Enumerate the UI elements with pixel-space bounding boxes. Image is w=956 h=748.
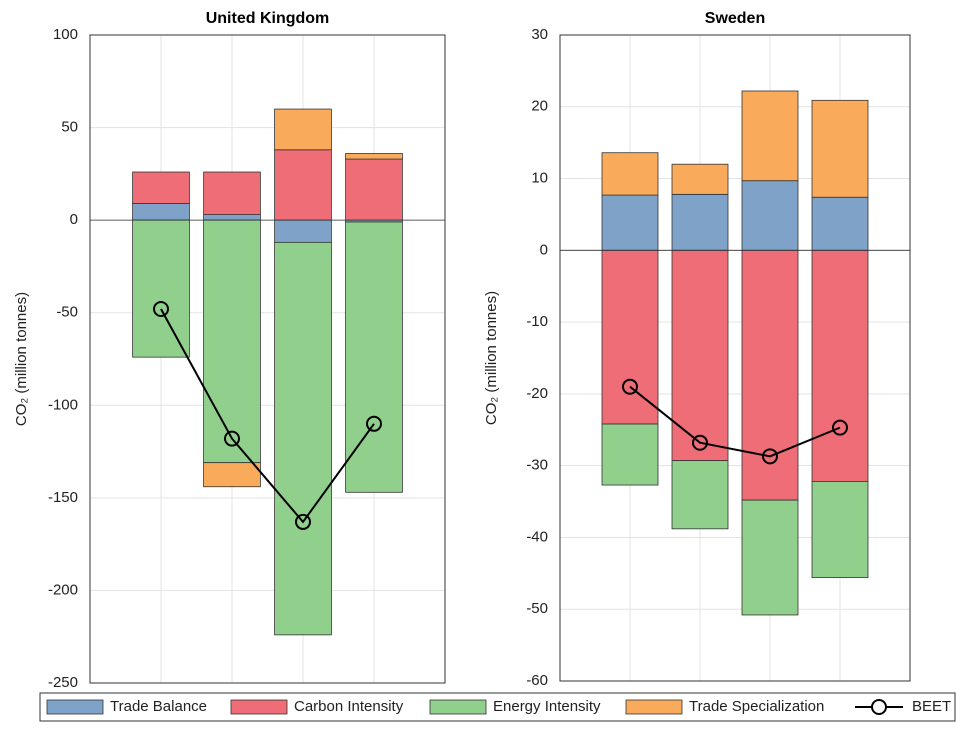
- y-tick-label: -30: [526, 457, 548, 474]
- chart-title: United Kingdom: [206, 10, 330, 27]
- bar-segment: [811, 196, 869, 251]
- line-marker: [622, 378, 638, 395]
- chart-title: Sweden: [705, 10, 765, 27]
- y-tick-label: -200: [48, 581, 78, 598]
- legend-marker: [871, 699, 887, 715]
- axes-box: [559, 34, 911, 682]
- y-tick-label: -50: [56, 304, 78, 321]
- y-tick-label: -50: [526, 600, 548, 617]
- bar-segment: [345, 221, 403, 493]
- bar-segment: [203, 171, 261, 215]
- y-axis-label: CO₂ (million tonnes): [483, 291, 500, 425]
- bar-segment: [671, 193, 729, 251]
- bar-segment: [601, 152, 659, 196]
- line: [629, 385, 841, 458]
- bar-segment: [345, 153, 403, 160]
- y-tick-label: -250: [48, 674, 78, 691]
- bar-segment: [601, 194, 659, 251]
- y-tick-label: 50: [61, 119, 78, 136]
- y-tick-label: 100: [53, 26, 78, 43]
- y-tick-label: -20: [526, 385, 548, 402]
- legend-swatch: [230, 699, 288, 715]
- bar-segment: [811, 481, 869, 579]
- bar-segment: [132, 203, 190, 221]
- bar-segment: [203, 214, 261, 221]
- line-marker: [366, 415, 382, 432]
- y-tick-label: 10: [531, 170, 548, 187]
- bar-segment: [274, 108, 332, 151]
- bar-segment: [203, 462, 261, 488]
- legend-swatch: [429, 699, 487, 715]
- y-tick-label: 30: [531, 26, 548, 43]
- bar-segment: [132, 219, 190, 358]
- y-tick-label: -150: [48, 489, 78, 506]
- y-axis-label: CO₂ (million tonnes): [13, 292, 30, 426]
- bar-segment: [274, 219, 332, 243]
- y-tick-label: -100: [48, 396, 78, 413]
- bar-segment: [811, 99, 869, 198]
- axes-box: [89, 34, 446, 684]
- bar-segment: [741, 249, 799, 501]
- y-tick-label: 0: [540, 241, 548, 258]
- bar-segment: [671, 249, 729, 462]
- bar-segment: [741, 90, 799, 182]
- legend-box: [39, 692, 956, 722]
- bar-segment: [811, 249, 869, 482]
- y-tick-label: 20: [531, 98, 548, 115]
- line-marker: [295, 513, 311, 530]
- line-marker: [224, 430, 240, 447]
- bar-segment: [274, 149, 332, 221]
- bar-segment: [203, 219, 261, 464]
- legend-label: BEET: [912, 698, 951, 715]
- bar-segment: [274, 241, 332, 636]
- bar-segment: [345, 158, 403, 221]
- bar-segment: [601, 249, 659, 425]
- legend-label: Trade Balance: [110, 698, 207, 715]
- line: [160, 308, 375, 524]
- bar-segment: [132, 171, 190, 204]
- legend-label: Energy Intensity: [493, 698, 601, 715]
- line-marker: [832, 419, 848, 436]
- legend-label: Carbon Intensity: [294, 698, 404, 715]
- bar-segment: [671, 163, 729, 195]
- legend-swatch: [46, 699, 104, 715]
- y-tick-label: -40: [526, 528, 548, 545]
- y-tick-label: 0: [70, 211, 78, 228]
- bar-segment: [741, 180, 799, 251]
- y-tick-label: -60: [526, 672, 548, 689]
- bar-segment: [671, 460, 729, 530]
- legend-swatch: [625, 699, 683, 715]
- line-marker: [153, 301, 169, 318]
- y-tick-label: -10: [526, 313, 548, 330]
- line-marker: [692, 434, 708, 451]
- bar-segment: [601, 423, 659, 486]
- line-marker: [762, 448, 778, 465]
- legend-label: Trade Specialization: [689, 698, 824, 715]
- bar-segment: [741, 499, 799, 616]
